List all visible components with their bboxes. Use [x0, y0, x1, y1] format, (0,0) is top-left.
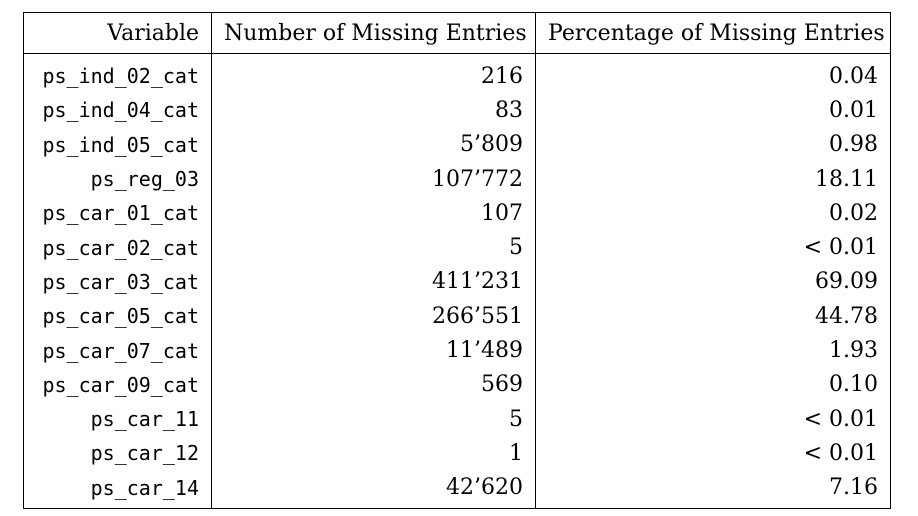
table-row: ps_car_12 1 < 0.01 — [23, 436, 891, 471]
table-row: ps_ind_04_cat 83 0.01 — [23, 93, 891, 128]
variable-cell: ps_ind_04_cat — [23, 93, 212, 128]
missing-count-cell: 5 — [211, 401, 536, 437]
variable-cell: ps_car_01_cat — [23, 196, 212, 231]
missing-percentage-cell: 0.10 — [535, 367, 891, 402]
missing-count-cell: 216 — [211, 53, 536, 94]
missing-percentage-cell: < 0.01 — [535, 436, 891, 471]
missing-count-cell: 266’551 — [211, 299, 536, 334]
column-header-missing-count: Number of Missing Entries — [211, 12, 536, 54]
header-row: Variable Number of Missing Entries Perce… — [23, 12, 891, 54]
table-row: ps_car_02_cat 5 < 0.01 — [23, 230, 891, 265]
missing-count-cell: 11’489 — [211, 333, 536, 368]
missing-percentage-cell: 44.78 — [535, 299, 891, 334]
table-row: ps_reg_03 107’772 18.11 — [23, 161, 891, 197]
missing-percentage-cell: 69.09 — [535, 264, 891, 300]
table-row: ps_ind_05_cat 5’809 0.98 — [23, 127, 891, 162]
variable-cell: ps_car_14 — [23, 470, 212, 509]
table-row: ps_ind_02_cat 216 0.04 — [23, 53, 891, 94]
variable-cell: ps_car_07_cat — [23, 333, 212, 368]
missing-count-cell: 1 — [211, 436, 536, 471]
missing-count-cell: 107 — [211, 196, 536, 231]
missing-percentage-cell: 0.04 — [535, 53, 891, 94]
missing-percentage-cell: 1.93 — [535, 333, 891, 368]
missing-count-cell: 83 — [211, 93, 536, 128]
table-row: ps_car_14 42’620 7.16 — [23, 470, 891, 509]
missing-percentage-cell: 0.98 — [535, 127, 891, 162]
variable-cell: ps_car_12 — [23, 436, 212, 471]
missing-percentage-cell: 7.16 — [535, 470, 891, 509]
missing-percentage-cell: 0.02 — [535, 196, 891, 231]
missing-percentage-cell: < 0.01 — [535, 230, 891, 265]
table-row: ps_car_03_cat 411’231 69.09 — [23, 264, 891, 300]
table-row: ps_car_05_cat 266’551 44.78 — [23, 299, 891, 334]
table-row: ps_car_11 5 < 0.01 — [23, 401, 891, 437]
table-body: ps_ind_02_cat 216 0.04 ps_ind_04_cat 83 0.01 p… — [23, 53, 891, 509]
variable-cell: ps_ind_05_cat — [23, 127, 212, 162]
missing-count-cell: 411’231 — [211, 264, 536, 300]
missing-percentage-cell: 18.11 — [535, 161, 891, 197]
column-header-variable: Variable — [23, 12, 212, 54]
missing-percentage-cell: 0.01 — [535, 93, 891, 128]
variable-cell: ps_reg_03 — [23, 161, 212, 197]
column-header-missing-percentage: Percentage of Missing Entries — [535, 12, 891, 54]
missing-count-cell: 107’772 — [211, 161, 536, 197]
missing-entries-table: Variable Number of Missing Entries Perce… — [23, 12, 891, 509]
variable-cell: ps_car_05_cat — [23, 299, 212, 334]
variable-cell: ps_ind_02_cat — [23, 53, 212, 94]
table-row: ps_car_01_cat 107 0.02 — [23, 196, 891, 231]
variable-cell: ps_car_03_cat — [23, 264, 212, 300]
variable-cell: ps_car_09_cat — [23, 367, 212, 402]
missing-count-cell: 42’620 — [211, 470, 536, 509]
table-row: ps_car_09_cat 569 0.10 — [23, 367, 891, 402]
variable-cell: ps_car_11 — [23, 401, 212, 437]
table-row: ps_car_07_cat 11’489 1.93 — [23, 333, 891, 368]
missing-count-cell: 5 — [211, 230, 536, 265]
variable-cell: ps_car_02_cat — [23, 230, 212, 265]
missing-percentage-cell: < 0.01 — [535, 401, 891, 437]
missing-count-cell: 569 — [211, 367, 536, 402]
missing-count-cell: 5’809 — [211, 127, 536, 162]
